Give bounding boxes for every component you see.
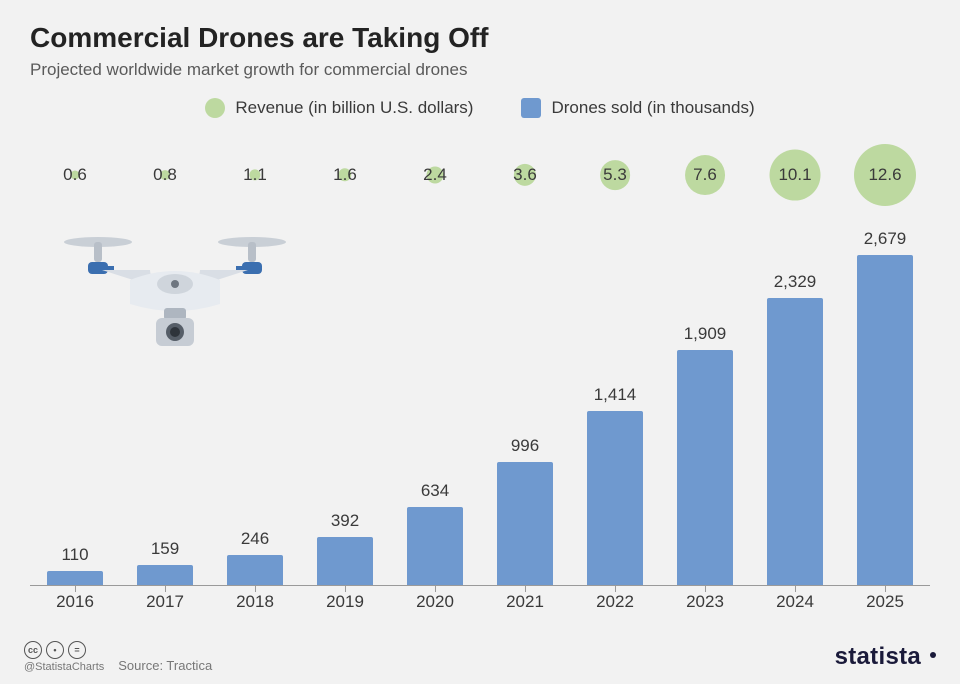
bar-value-label: 110 [61,545,88,565]
x-axis-label: 2020 [390,592,480,612]
drone-icon [60,218,290,368]
chart-title: Commercial Drones are Taking Off [30,22,930,54]
cc-by-icon: • [46,641,64,659]
bar-value-label: 1,909 [684,324,727,344]
revenue-bubble: 3.6 [480,140,570,210]
credit-handle: @StatistaCharts [24,661,104,673]
x-axis-label: 2025 [840,592,930,612]
bar-value-label: 634 [421,481,449,501]
chart-subtitle: Projected worldwide market growth for co… [30,60,930,80]
bar [227,555,283,585]
bar [317,537,373,585]
legend-item-revenue: Revenue (in billion U.S. dollars) [205,98,473,118]
revenue-bubble-label: 1.1 [243,165,267,185]
legend: Revenue (in billion U.S. dollars) Drones… [0,98,960,118]
revenue-bubble: 5.3 [570,140,660,210]
revenue-bubble-label: 10.1 [778,165,811,185]
revenue-bubble-label: 1.6 [333,165,357,185]
x-axis-label: 2021 [480,592,570,612]
bar-cell: 2,679 [840,226,930,585]
revenue-bubble-label: 0.6 [63,165,87,185]
cc-license-icons: cc • = [24,641,104,659]
revenue-bubble: 2.4 [390,140,480,210]
bar-value-label: 392 [331,511,359,531]
x-axis-label: 2016 [30,592,120,612]
revenue-bubble: 0.8 [120,140,210,210]
revenue-bubble: 12.6 [840,140,930,210]
x-axis-label: 2019 [300,592,390,612]
x-axis-label: 2024 [750,592,840,612]
revenue-bubble: 1.6 [300,140,390,210]
x-axis: 2016201720182019202020212022202320242025 [0,586,960,612]
bar-cell: 2,329 [750,226,840,585]
bar [587,411,643,585]
legend-drones-label: Drones sold (in thousands) [551,98,754,118]
bar [407,507,463,585]
bar [767,298,823,585]
bar-value-label: 159 [151,539,179,559]
bar [47,571,103,585]
bar-cell: 996 [480,226,570,585]
x-axis-label: 2017 [120,592,210,612]
bar-cell: 392 [300,226,390,585]
revenue-bubble: 10.1 [750,140,840,210]
footer: cc • = @StatistaCharts Source: Tractica … [0,630,960,684]
x-axis-label: 2023 [660,592,750,612]
bar-value-label: 2,329 [774,272,817,292]
x-axis-label: 2022 [570,592,660,612]
revenue-bubble-label: 0.8 [153,165,177,185]
x-axis-label: 2018 [210,592,300,612]
cc-nd-icon: = [68,641,86,659]
revenue-bubble-row: 0.6 0.8 1.1 1.6 2.4 3.6 5.3 7.6 10.1 12.6 [0,140,960,210]
bar-value-label: 1,414 [594,385,637,405]
bar [857,255,913,585]
bar-value-label: 246 [241,529,269,549]
bar [137,565,193,585]
bar-value-label: 2,679 [864,229,907,249]
bar-cell: 1,909 [660,226,750,585]
bar-cell: 634 [390,226,480,585]
revenue-bubble: 1.1 [210,140,300,210]
revenue-bubble-label: 5.3 [603,165,627,185]
bar [677,350,733,585]
revenue-bubble-label: 7.6 [693,165,717,185]
bar [497,462,553,585]
revenue-bubble-label: 2.4 [423,165,447,185]
legend-drones-swatch [521,98,541,118]
revenue-bubble-label: 12.6 [868,165,901,185]
revenue-bubble: 0.6 [30,140,120,210]
bar-value-label: 996 [511,436,539,456]
cc-icon: cc [24,641,42,659]
statista-logo: statista [835,643,936,671]
revenue-bubble: 7.6 [660,140,750,210]
source-label: Source: Tractica [118,658,212,673]
revenue-bubble-label: 3.6 [513,165,537,185]
legend-revenue-swatch [205,98,225,118]
legend-item-drones: Drones sold (in thousands) [521,98,754,118]
bar-cell: 1,414 [570,226,660,585]
legend-revenue-label: Revenue (in billion U.S. dollars) [235,98,473,118]
